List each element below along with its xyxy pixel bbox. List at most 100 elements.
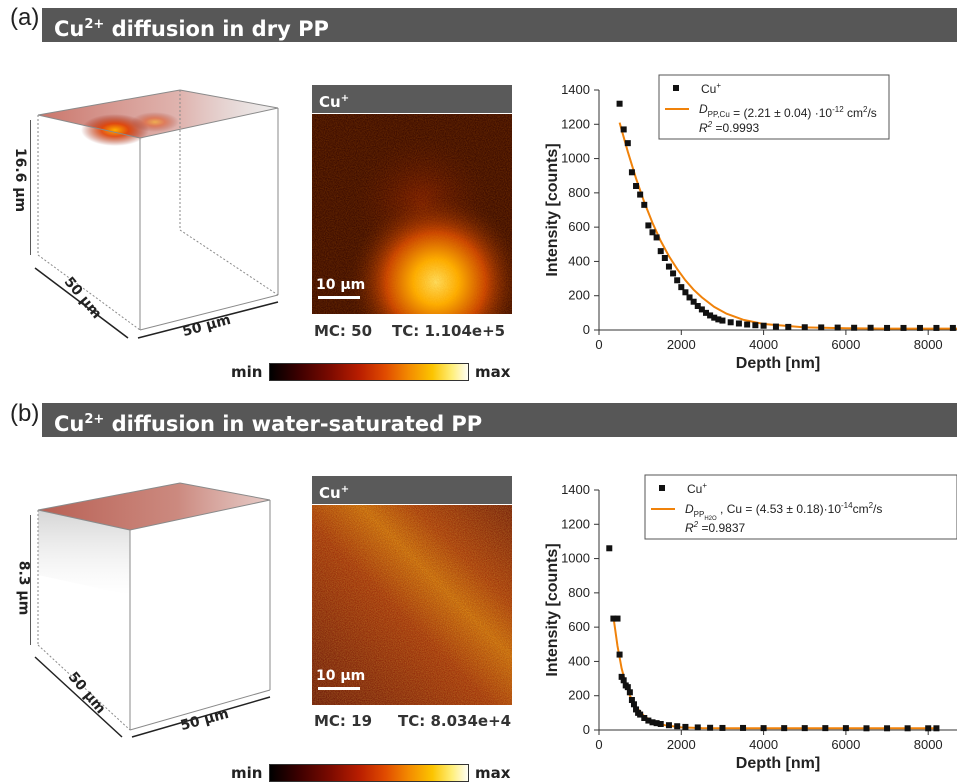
data-point <box>760 322 767 329</box>
x-tick-label: 8000 <box>914 337 943 352</box>
data-point <box>641 715 648 721</box>
data-point <box>727 319 734 326</box>
data-point <box>694 724 701 731</box>
cube-a-height-label: 16.6 µm <box>12 147 29 213</box>
data-point <box>616 100 623 107</box>
data-point <box>949 324 956 331</box>
data-point <box>678 284 685 291</box>
panel-a-3d-cube <box>30 89 279 339</box>
panel-letter-b: (b) <box>10 400 40 427</box>
data-point <box>772 323 779 330</box>
panel-b-scalebar-label: 10 µm <box>316 668 366 684</box>
panel-a-title-banner: Cu2+ diffusion in dry PP <box>42 8 957 42</box>
data-point <box>834 324 841 331</box>
x-tick-label: 8000 <box>914 737 943 752</box>
data-point <box>694 303 701 309</box>
data-point <box>719 724 726 731</box>
y-tick-label: 600 <box>568 619 590 634</box>
data-point <box>715 316 722 323</box>
data-point <box>707 312 714 319</box>
data-point <box>686 294 693 301</box>
panel-b-scalebar <box>318 687 360 690</box>
data-point <box>916 324 923 331</box>
data-point <box>620 677 627 684</box>
data-point <box>925 725 932 732</box>
x-tick-label: 4000 <box>749 337 778 352</box>
data-point <box>674 277 681 284</box>
y-tick-label: 200 <box>568 688 590 703</box>
data-point <box>614 615 621 622</box>
y-tick-label: 400 <box>568 653 590 668</box>
x-tick-label: 2000 <box>667 737 696 752</box>
panel-b-cu-map <box>312 505 512 705</box>
panel-a-tc-label: TC: 1.104e+5 <box>392 322 506 340</box>
y-tick-label: 600 <box>568 219 590 234</box>
y-axis-label: Intensity [counts] <box>544 143 561 276</box>
panel-a-map-header: Cu+ <box>312 85 512 113</box>
data-point <box>702 309 709 316</box>
x-tick-label: 6000 <box>831 337 860 352</box>
data-point <box>711 314 718 321</box>
panel-b-title-superscript: 2+ <box>84 412 105 427</box>
panel-b-title-suffix: diffusion in water-saturated PP <box>104 412 483 436</box>
y-tick-label: 0 <box>583 722 590 737</box>
data-point <box>626 689 633 696</box>
data-point <box>682 723 689 730</box>
panel-b-tc-label: TC: 8.034e+4 <box>398 712 512 730</box>
data-point <box>867 324 874 331</box>
panel-a-depth-profile-chart: 0 200 400 600 800 1000 1200 1400 0 2000 4000 6000 80… <box>544 74 957 372</box>
data-point <box>735 320 742 327</box>
data-point <box>744 321 751 328</box>
data-point <box>653 720 660 727</box>
panel-a-scalebar-label: 10 µm <box>316 277 366 293</box>
data-point <box>863 725 870 732</box>
data-point <box>707 724 714 731</box>
y-tick-label: 1400 <box>561 482 590 497</box>
panel-a-colorbar <box>269 363 469 381</box>
data-point <box>649 229 656 236</box>
panel-b-colorbar <box>269 764 469 782</box>
data-point <box>760 725 767 732</box>
data-point <box>698 306 705 313</box>
data-point <box>628 697 635 703</box>
panel-a-title-superscript: 2+ <box>84 17 105 32</box>
data-point <box>633 183 640 189</box>
y-tick-label: 1000 <box>561 151 590 166</box>
data-point <box>682 289 689 296</box>
data-point <box>665 722 672 729</box>
cube-b-top-face <box>38 483 270 530</box>
data-point <box>719 317 726 324</box>
y-tick-label: 200 <box>568 288 590 303</box>
panel-letter-a: (a) <box>10 4 40 31</box>
panel-b-3d-cube <box>30 482 271 738</box>
panel-a-map-image <box>312 114 512 314</box>
data-point <box>610 615 617 622</box>
data-point <box>842 725 849 732</box>
panel-b-title-banner: Cu2+ diffusion in water-saturated PP <box>42 403 957 437</box>
data-point <box>670 270 677 277</box>
panel-b-mc-label: MC: 19 <box>314 712 373 730</box>
data-point <box>674 723 681 730</box>
y-tick-label: 400 <box>568 253 590 268</box>
data-point <box>904 725 911 732</box>
x-axis-label: Depth [nm] <box>736 355 820 372</box>
x-axis-label: Depth [nm] <box>736 755 820 772</box>
panel-a-title-prefix: Cu <box>54 17 85 41</box>
data-point <box>657 721 664 727</box>
legend-r2-label: R2 =0.9993 <box>699 120 759 135</box>
y-tick-label: 0 <box>583 322 590 337</box>
data-point <box>851 324 858 331</box>
data-point <box>633 706 640 713</box>
data-point <box>637 711 644 718</box>
x-tick-label: 0 <box>595 737 602 752</box>
panel-b-depth-profile-chart: 0 200 400 600 800 1000 1200 1400 0 2000 4000 6000 80… <box>544 474 957 772</box>
panel-b-title-prefix: Cu <box>54 412 85 436</box>
legend-fit-label: DPP,Cu = (2.21 ± 0.04) ·10-12 cm2/s <box>699 102 877 120</box>
y-tick-label: 800 <box>568 185 590 200</box>
y-tick-label: 1400 <box>561 82 590 97</box>
data-point <box>616 651 623 658</box>
panel-a-colorbar-max: max <box>475 363 511 381</box>
data-point <box>637 191 644 198</box>
data-point <box>630 701 637 708</box>
x-tick-label: 0 <box>595 337 602 352</box>
